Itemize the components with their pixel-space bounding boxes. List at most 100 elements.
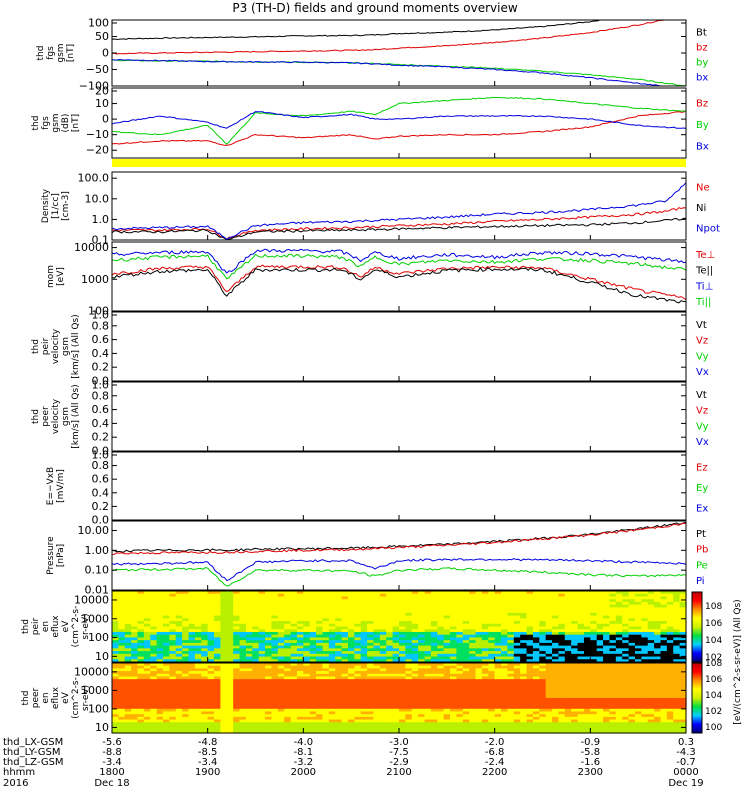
heatmap-cell: [443, 596, 451, 600]
heatmap-cell: [603, 711, 611, 715]
heatmap-cell: [526, 631, 534, 636]
heatmap-cell: [647, 722, 655, 726]
heatmap-cell: [520, 615, 528, 619]
heatmap-cell: [373, 601, 381, 606]
heatmap-cell: [622, 591, 630, 595]
heatmap-cell: [615, 663, 623, 667]
heatmap-cell: [303, 653, 311, 658]
heatmap-cell: [520, 681, 528, 686]
heatmap-cell: [590, 610, 598, 614]
heatmap-cell: [347, 645, 355, 649]
heatmap-cell: [532, 703, 540, 707]
heatmap-cell: [137, 673, 145, 678]
heatmap-cell: [399, 596, 406, 600]
heatmap-cell: [258, 698, 266, 702]
heatmap-cell: [552, 706, 560, 710]
heatmap-cell: [539, 671, 547, 675]
heatmap-cell: [481, 703, 489, 707]
heatmap-cell: [469, 706, 477, 710]
heatmap-cell: [469, 593, 477, 598]
heatmap-cell: [367, 684, 375, 688]
heatmap-cell: [405, 687, 413, 691]
heatmap-cell: [399, 610, 406, 614]
heatmap-cell: [513, 599, 521, 603]
heatmap-cell: [175, 671, 183, 675]
heatmap-cell: [169, 668, 177, 672]
heatmap-cell: [201, 599, 209, 603]
heatmap-cell: [277, 642, 285, 647]
heatmap-cell: [654, 631, 662, 636]
heatmap-cell: [564, 656, 572, 660]
heatmap-cell: [622, 724, 630, 729]
heatmap-cell: [673, 719, 681, 723]
heatmap-cell: [634, 610, 642, 614]
heatmap-cell: [590, 621, 598, 625]
heatmap-cell: [660, 612, 668, 617]
heatmap-cell: [239, 727, 247, 731]
heatmap-cell: [571, 689, 579, 694]
heatmap-cell: [182, 637, 190, 641]
heatmap-cell: [137, 615, 145, 619]
heatmap-cell: [539, 706, 547, 710]
heatmap-cell: [328, 722, 336, 726]
heatmap-cell: [226, 626, 234, 630]
heatmap-cell: [201, 698, 209, 702]
heatmap-cell: [609, 642, 617, 647]
heatmap-cell: [501, 653, 509, 658]
heatmap-cell: [290, 676, 298, 680]
heatmap-cell: [647, 656, 655, 660]
heatmap-cell: [354, 700, 362, 704]
heatmap-cell: [399, 604, 406, 608]
heatmap-cell: [163, 724, 170, 729]
heatmap-cell: [603, 716, 611, 721]
heatmap-cell: [583, 615, 591, 619]
heatmap-cell: [328, 730, 336, 734]
heatmap-cell: [494, 722, 502, 726]
heatmap-cell: [437, 681, 445, 686]
heatmap-cell: [303, 596, 311, 600]
heatmap-cell: [367, 730, 375, 734]
heatmap-cell: [615, 642, 623, 647]
heatmap-cell: [437, 610, 445, 614]
heatmap-cell: [552, 631, 560, 636]
heatmap-cell: [571, 676, 579, 680]
heatmap-cell: [296, 618, 304, 622]
heatmap-cell: [392, 659, 400, 663]
heatmap-cell: [622, 656, 630, 660]
heatmap-cell: [373, 607, 381, 611]
heatmap-cell: [258, 684, 266, 688]
heatmap-cell: [226, 727, 234, 731]
heatmap-cell: [501, 730, 509, 734]
heatmap-cell: [303, 651, 311, 655]
heatmap-cell: [437, 700, 445, 704]
heatmap-cell: [411, 668, 419, 672]
heatmap-cell: [226, 621, 234, 625]
heatmap-cell: [450, 629, 457, 633]
heatmap-cell: [201, 645, 209, 649]
heatmap-cell: [303, 659, 311, 663]
heatmap-cell: [386, 659, 394, 663]
heatmap-cell: [481, 665, 489, 669]
heatmap-cell: [214, 596, 222, 600]
heatmap-cell: [552, 673, 560, 678]
heatmap-cell: [571, 724, 579, 729]
heatmap-cell: [660, 708, 668, 713]
heatmap-cell: [379, 700, 387, 704]
heatmap-cell: [226, 653, 234, 658]
heatmap-cell: [163, 637, 170, 641]
heatmap-cell: [341, 722, 349, 726]
heatmap-cell: [137, 711, 145, 715]
heatmap-cell: [201, 730, 209, 734]
heatmap-cell: [373, 698, 381, 702]
heatmap-cell: [494, 656, 502, 660]
heatmap-cell: [386, 618, 394, 622]
heatmap-cell: [245, 607, 253, 611]
heatmap-cell: [501, 656, 509, 660]
heatmap-cell: [609, 703, 617, 707]
heatmap-cell: [443, 663, 451, 667]
heatmap-cell: [558, 637, 566, 641]
heatmap-cell: [175, 706, 183, 710]
heatmap-cell: [405, 679, 413, 683]
heatmap-cell: [341, 671, 349, 675]
